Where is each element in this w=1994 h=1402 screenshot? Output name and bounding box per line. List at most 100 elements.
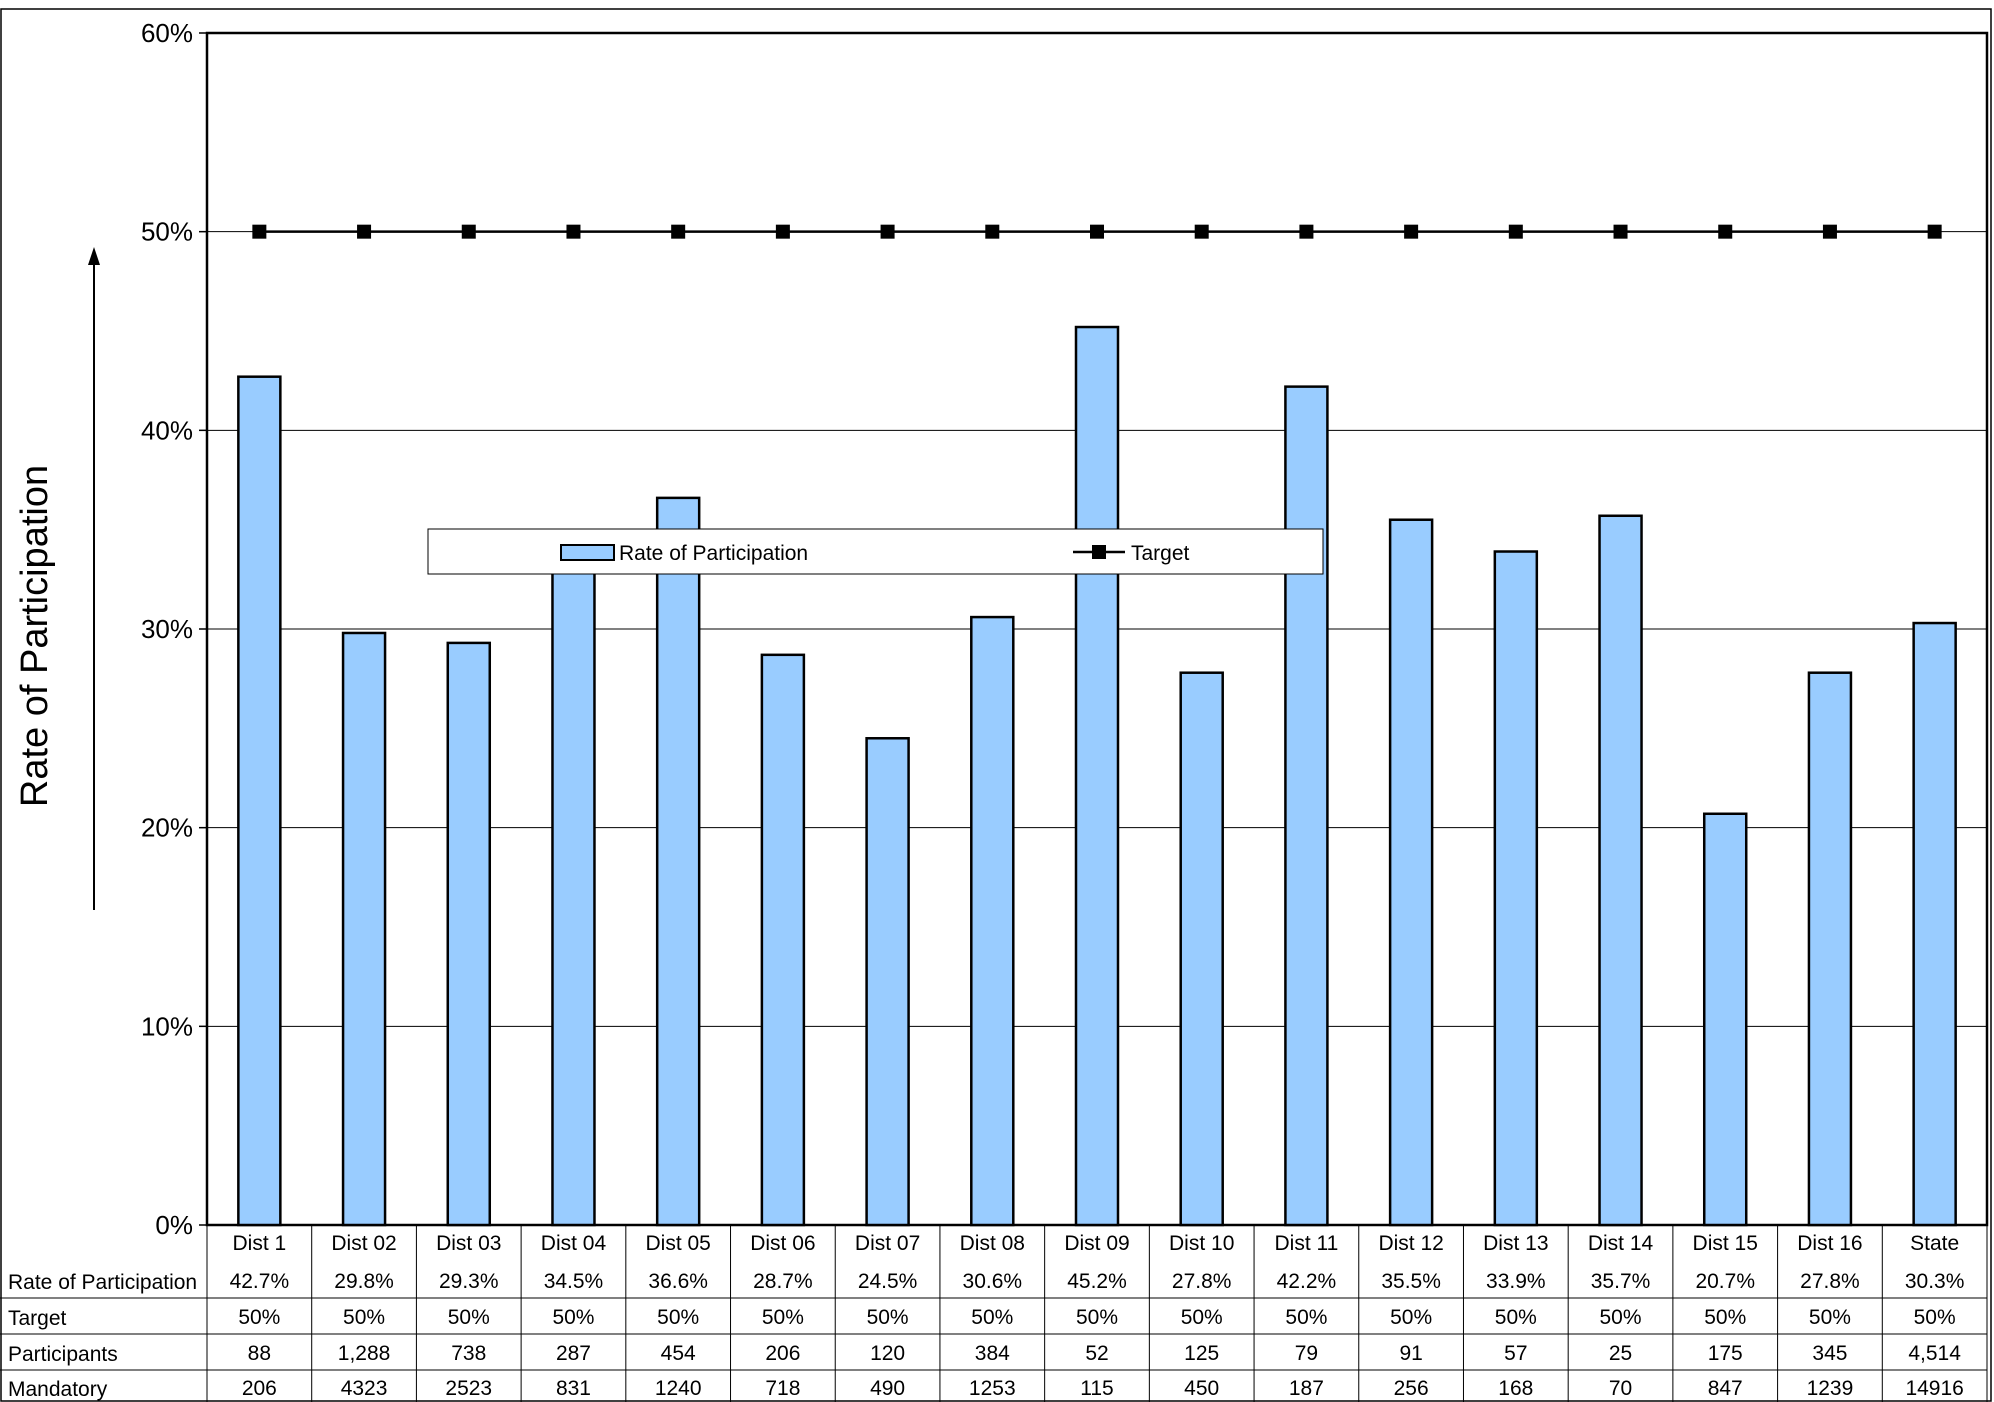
legend-label-target: Target <box>1131 542 1190 565</box>
table-cell: 831 <box>556 1377 591 1400</box>
table-cell: 454 <box>661 1342 696 1365</box>
x-category-label: Dist 04 <box>541 1232 607 1255</box>
table-cell: 34.5% <box>544 1270 604 1293</box>
x-category-label: Dist 16 <box>1797 1232 1862 1255</box>
table-cell: 50% <box>1704 1306 1746 1329</box>
x-category-label: Dist 1 <box>233 1232 287 1255</box>
x-category-label: Dist 10 <box>1169 1232 1234 1255</box>
x-category-label: Dist 02 <box>331 1232 396 1255</box>
table-cell: 187 <box>1289 1377 1324 1400</box>
bar <box>865 737 910 1227</box>
table-cell: 2523 <box>445 1377 492 1400</box>
target-marker <box>880 224 895 239</box>
bar <box>1807 671 1853 1227</box>
target-marker <box>357 224 372 239</box>
y-tick-label: 0% <box>155 1210 193 1240</box>
bar <box>1388 518 1434 1227</box>
bar <box>237 375 282 1227</box>
target-marker <box>1508 224 1523 239</box>
table-cell: 175 <box>1708 1342 1743 1365</box>
y-tick-label: 20% <box>141 813 193 843</box>
table-cell: 88 <box>248 1342 271 1365</box>
table-cell: 70 <box>1609 1377 1632 1400</box>
table-cell: 50% <box>1076 1306 1118 1329</box>
bar <box>1074 325 1120 1227</box>
table-cell: 50% <box>1285 1306 1327 1329</box>
target-marker <box>1194 224 1209 239</box>
table-cell: 738 <box>451 1342 486 1365</box>
x-category-label: Dist 05 <box>645 1232 710 1255</box>
table-cell: 50% <box>1914 1306 1956 1329</box>
table-cell: 42.2% <box>1277 1270 1337 1293</box>
table-cell: 256 <box>1394 1377 1429 1400</box>
table-row-header: Target <box>8 1307 67 1330</box>
x-category-label: Dist 14 <box>1588 1232 1654 1255</box>
table-cell: 24.5% <box>858 1270 918 1293</box>
table-cell: 29.8% <box>334 1270 394 1293</box>
bar <box>1912 621 1957 1227</box>
target-marker <box>775 224 790 239</box>
x-category-label: Dist 11 <box>1275 1232 1339 1255</box>
target-marker <box>1090 224 1104 239</box>
x-category-label: State <box>1910 1232 1959 1255</box>
y-axis-title: Rate of Participation <box>14 465 56 807</box>
target-marker <box>1927 224 1942 239</box>
target-marker <box>671 224 686 239</box>
table-row-header: Mandatory <box>8 1378 108 1401</box>
table-cell: 27.8% <box>1800 1270 1860 1293</box>
table-cell: 718 <box>765 1377 800 1400</box>
table-cell: 79 <box>1295 1342 1318 1365</box>
table-cell: 50% <box>1600 1306 1642 1329</box>
table-row-header: Rate of Participation <box>8 1271 197 1294</box>
target-marker <box>461 224 476 239</box>
table-cell: 206 <box>765 1342 800 1365</box>
bar <box>760 653 806 1227</box>
table-cell: 384 <box>975 1342 1010 1365</box>
table-cell: 50% <box>238 1306 280 1329</box>
bar <box>551 538 596 1227</box>
x-category-label: Dist 03 <box>436 1232 501 1255</box>
table-cell: 490 <box>870 1377 905 1400</box>
table-cell: 45.2% <box>1067 1270 1127 1293</box>
table-cell: 57 <box>1504 1342 1527 1365</box>
table-cell: 50% <box>1390 1306 1432 1329</box>
table-cell: 1,288 <box>338 1342 391 1365</box>
bar <box>1702 812 1748 1227</box>
table-cell: 1239 <box>1807 1377 1854 1400</box>
y-tick-label: 30% <box>141 614 193 644</box>
x-category-label: Dist 06 <box>750 1232 815 1255</box>
target-marker <box>1299 224 1314 239</box>
table-cell: 50% <box>552 1306 594 1329</box>
table-cell: 50% <box>1495 1306 1537 1329</box>
table-cell: 50% <box>657 1306 699 1329</box>
table-cell: 36.6% <box>648 1270 708 1293</box>
table-cell: 50% <box>343 1306 385 1329</box>
table-cell: 28.7% <box>753 1270 813 1293</box>
target-marker <box>1404 224 1419 239</box>
table-cell: 115 <box>1080 1377 1113 1400</box>
table-cell: 33.9% <box>1486 1270 1546 1293</box>
table-cell: 450 <box>1184 1377 1219 1400</box>
table-cell: 27.8% <box>1172 1270 1232 1293</box>
y-tick-label: 60% <box>141 18 193 48</box>
table-cell: 25 <box>1609 1342 1632 1365</box>
y-tick-label: 50% <box>141 217 193 247</box>
bar <box>1598 514 1643 1227</box>
table-cell: 50% <box>1181 1306 1223 1329</box>
bar <box>1493 550 1539 1227</box>
x-category-label: Dist 07 <box>855 1232 920 1255</box>
table-cell: 287 <box>556 1342 591 1365</box>
y-tick-label: 10% <box>141 1011 193 1041</box>
target-marker <box>566 224 581 239</box>
bar <box>446 641 492 1227</box>
table-cell: 91 <box>1399 1342 1422 1365</box>
table-cell: 168 <box>1498 1377 1533 1400</box>
target-marker <box>1718 224 1733 239</box>
table-cell: 50% <box>448 1306 490 1329</box>
table-cell: 120 <box>870 1342 905 1365</box>
legend-swatch-marker <box>1092 545 1106 559</box>
table-cell: 14916 <box>1905 1377 1963 1400</box>
table-cell: 847 <box>1708 1377 1743 1400</box>
x-category-label: Dist 12 <box>1378 1232 1443 1255</box>
table-row-header: Participants <box>8 1343 118 1366</box>
